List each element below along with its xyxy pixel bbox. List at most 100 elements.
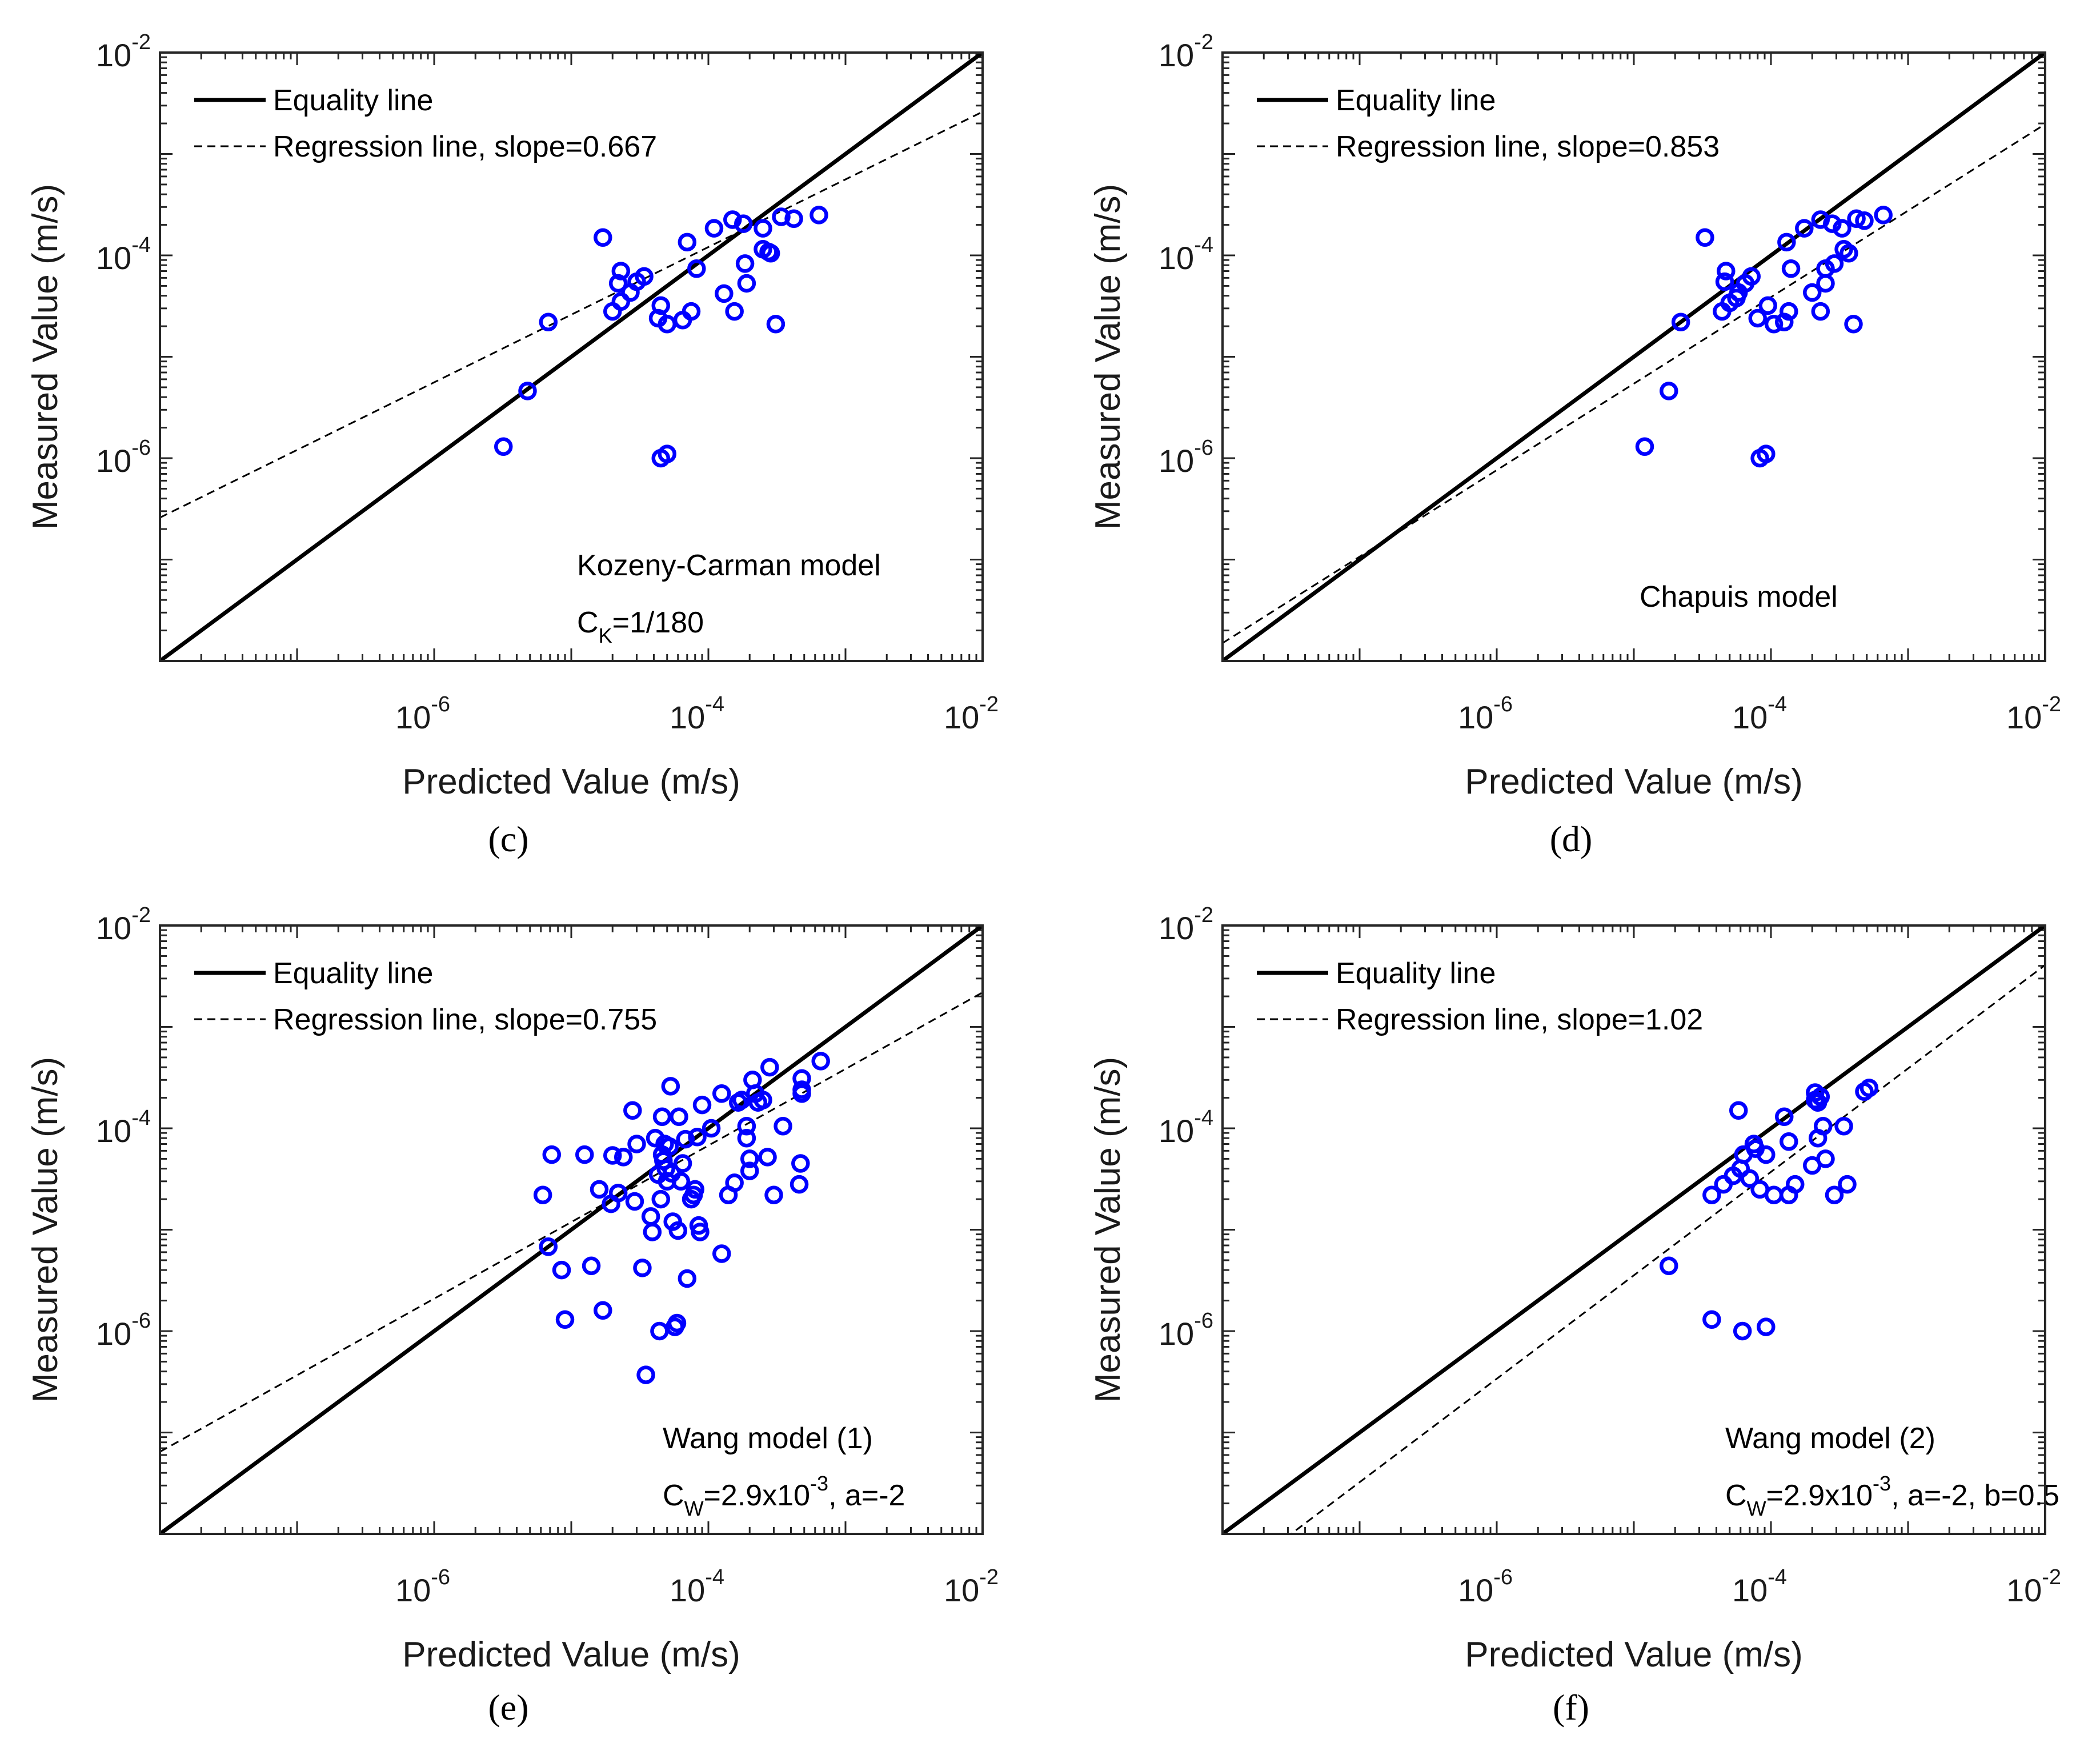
data-point bbox=[704, 219, 724, 238]
x-tick-label: 10-4 bbox=[670, 692, 724, 735]
data-point bbox=[1847, 209, 1866, 229]
y-tick-base: 10 bbox=[1159, 240, 1194, 276]
data-point bbox=[1702, 1185, 1721, 1204]
data-point bbox=[1795, 219, 1814, 238]
y-tick-base: 10 bbox=[96, 1113, 131, 1149]
y-tick-base: 10 bbox=[96, 37, 131, 73]
x-tick-exp: -6 bbox=[431, 1565, 450, 1589]
x-tick-label: 10-2 bbox=[2006, 692, 2061, 735]
y-tick-base: 10 bbox=[1159, 1316, 1194, 1352]
legend-regression-label: Regression line, slope=0.755 bbox=[273, 1003, 657, 1036]
y-tick-base: 10 bbox=[96, 240, 131, 276]
data-point bbox=[1715, 272, 1734, 291]
y-tick-exp: -6 bbox=[131, 436, 151, 460]
data-point bbox=[1814, 1116, 1833, 1136]
regression-line bbox=[1223, 123, 2045, 644]
legend-equality-label: Equality line bbox=[273, 957, 433, 990]
data-point bbox=[772, 207, 791, 226]
x-tick-label: 10-6 bbox=[1458, 1565, 1513, 1608]
param-value: =2.9x10 bbox=[704, 1479, 811, 1512]
x-tick-exp: -4 bbox=[705, 692, 724, 716]
param-exponent: -3 bbox=[1873, 1472, 1891, 1495]
data-point bbox=[792, 1084, 811, 1103]
legend-equality-label: Equality line bbox=[1336, 957, 1496, 990]
data-point bbox=[611, 292, 631, 311]
x-tick-exp: -2 bbox=[979, 692, 999, 716]
equality-line bbox=[160, 53, 983, 661]
data-point bbox=[789, 1175, 809, 1194]
data-point bbox=[766, 315, 786, 334]
data-point bbox=[811, 1052, 830, 1071]
y-tick-exp: -4 bbox=[131, 1106, 151, 1130]
data-point bbox=[1786, 1175, 1805, 1194]
x-tick-base: 10 bbox=[944, 699, 979, 735]
data-point bbox=[758, 1148, 777, 1167]
data-point bbox=[603, 1146, 622, 1165]
data-point bbox=[734, 214, 753, 233]
data-point bbox=[614, 1148, 633, 1167]
y-tick-label: 10-4 bbox=[1159, 1106, 1213, 1149]
y-tick-exp: -2 bbox=[131, 30, 151, 54]
data-point bbox=[582, 1256, 601, 1276]
data-point bbox=[611, 262, 631, 281]
data-point bbox=[712, 1084, 731, 1103]
data-point bbox=[723, 210, 742, 229]
panel-label: (c) bbox=[488, 819, 528, 859]
data-point bbox=[673, 1154, 692, 1173]
data-point bbox=[735, 254, 755, 273]
data-point bbox=[764, 1185, 783, 1204]
fit-lines bbox=[1223, 925, 2045, 1534]
data-point bbox=[1758, 296, 1777, 315]
legend-regression-label: Regression line, slope=0.853 bbox=[1336, 130, 1720, 163]
data-point bbox=[1777, 233, 1796, 252]
param-value: =1/180 bbox=[612, 606, 704, 639]
y-tick-label: 10-4 bbox=[1159, 233, 1213, 276]
equality-line bbox=[1223, 925, 2045, 1534]
data-points bbox=[533, 1052, 830, 1384]
param-symbol: C bbox=[1725, 1479, 1747, 1512]
data-point bbox=[712, 1244, 731, 1263]
x-tick-exp: -2 bbox=[979, 1565, 999, 1589]
data-point bbox=[737, 1128, 756, 1148]
data-point bbox=[608, 1184, 628, 1203]
axes-frame bbox=[1221, 924, 2046, 1535]
data-point bbox=[1729, 1101, 1748, 1120]
data-point bbox=[555, 1310, 575, 1329]
x-axis-title: Predicted Value (m/s) bbox=[402, 1635, 740, 1674]
x-tick-base: 10 bbox=[1458, 699, 1493, 735]
axes-frame bbox=[159, 51, 984, 662]
x-tick-base: 10 bbox=[395, 699, 431, 735]
fit-lines bbox=[1223, 53, 2045, 661]
legend: Equality line Regression line, slope=1.02 bbox=[1257, 957, 1703, 1036]
x-tick-base: 10 bbox=[395, 1572, 431, 1608]
data-point bbox=[1855, 211, 1874, 230]
data-points bbox=[1635, 206, 1893, 468]
data-point bbox=[691, 1223, 710, 1241]
x-tick-label: 10-4 bbox=[1732, 1565, 1787, 1608]
data-point bbox=[633, 1259, 652, 1277]
data-point bbox=[678, 233, 697, 252]
data-point bbox=[737, 274, 756, 293]
data-point bbox=[754, 219, 772, 238]
data-point bbox=[594, 228, 612, 247]
data-point bbox=[1781, 259, 1801, 278]
data-point bbox=[625, 1192, 644, 1211]
model-name: Wang model (2) bbox=[1725, 1422, 1935, 1455]
y-tick-exp: -6 bbox=[1194, 1309, 1213, 1333]
x-tick-exp: -6 bbox=[431, 692, 450, 716]
axes-frame bbox=[1221, 51, 2046, 662]
data-point bbox=[668, 1221, 688, 1240]
legend: Equality line Regression line, slope=0.75… bbox=[194, 957, 657, 1036]
data-point bbox=[670, 1107, 688, 1127]
data-point bbox=[1811, 302, 1830, 321]
data-point bbox=[688, 1128, 707, 1147]
data-point bbox=[652, 1107, 672, 1127]
data-point bbox=[692, 1095, 712, 1115]
x-tick-base: 10 bbox=[1732, 1572, 1768, 1608]
data-point bbox=[1844, 315, 1863, 334]
data-point bbox=[494, 437, 513, 456]
data-point bbox=[1816, 1149, 1835, 1168]
